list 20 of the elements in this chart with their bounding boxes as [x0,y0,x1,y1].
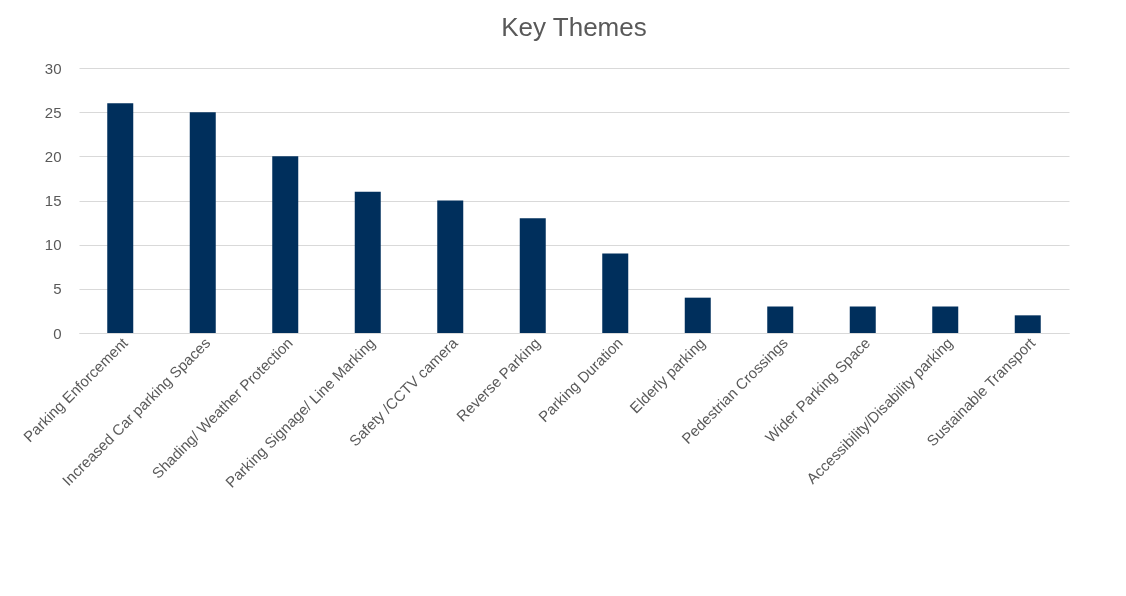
bar [519,218,546,333]
y-tick-label: 30 [44,59,62,77]
y-tick-label: 10 [44,236,62,254]
bar [437,200,464,333]
bar [272,156,299,333]
y-tick-label: 5 [53,280,62,298]
bar [932,306,959,333]
y-tick-label: 0 [53,324,62,342]
bar [1014,315,1041,333]
bar [684,297,711,333]
bar [602,253,629,333]
bar [189,112,216,333]
y-tick-label: 20 [44,147,62,165]
bar [354,191,381,333]
bar [767,306,794,333]
bar [107,103,134,333]
bar [849,306,876,333]
chart-title: Key Themes [501,12,647,42]
y-tick-label: 15 [44,192,62,209]
y-tick-label: 25 [44,103,62,121]
